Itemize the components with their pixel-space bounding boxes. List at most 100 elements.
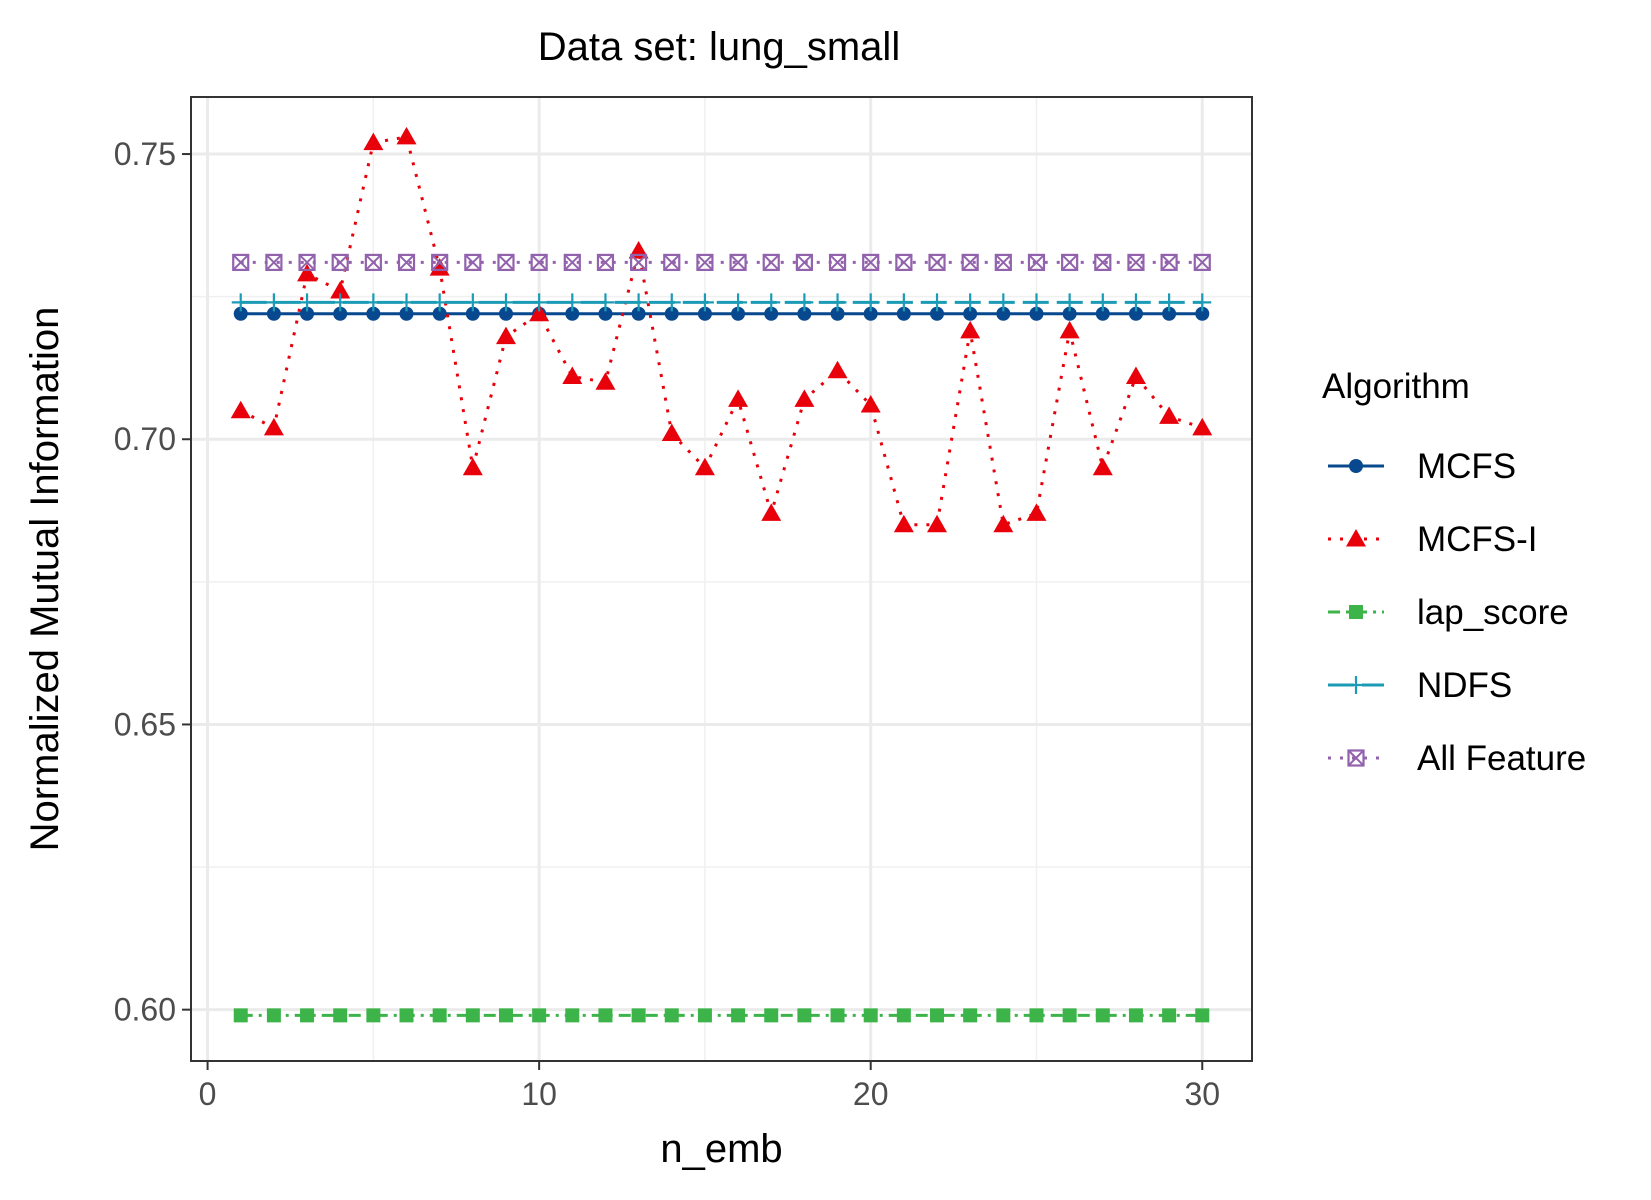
data-point xyxy=(695,293,714,312)
data-point xyxy=(598,1008,613,1023)
data-point xyxy=(761,503,782,521)
data-point xyxy=(595,372,616,390)
data-point xyxy=(265,253,283,272)
y-tick-label: 0.75 xyxy=(114,136,176,172)
data-point xyxy=(930,1008,945,1023)
data-point xyxy=(297,263,318,282)
data-point xyxy=(994,293,1013,312)
data-point xyxy=(729,253,747,272)
data-point xyxy=(430,293,449,312)
data-point xyxy=(1027,293,1046,312)
data-point xyxy=(728,389,749,407)
legend: Algorithm MCFS MCFS-I lap_score NDFS All Fea… xyxy=(1322,367,1586,778)
axis-ticks xyxy=(182,153,1204,1070)
data-point xyxy=(432,1008,447,1023)
data-point xyxy=(1059,320,1080,339)
series-ndfs xyxy=(231,293,1212,312)
data-point xyxy=(565,306,580,321)
data-point xyxy=(1195,1008,1210,1023)
legend-label: NDFS xyxy=(1417,666,1512,705)
data-point xyxy=(233,306,248,321)
data-point xyxy=(827,360,848,379)
data-point xyxy=(331,293,350,312)
data-point xyxy=(961,253,979,272)
data-point xyxy=(1026,503,1047,521)
legend-item: All Feature xyxy=(1328,739,1586,778)
tick-labels: 0 10 20 30 0.60 0.65 0.70 0.75 xyxy=(114,136,1220,1112)
data-point xyxy=(298,253,316,272)
series-all-feature xyxy=(232,253,1211,272)
data-point xyxy=(1195,306,1210,321)
data-point xyxy=(333,1008,348,1023)
legend-label: MCFS xyxy=(1417,447,1516,486)
data-point xyxy=(1125,366,1146,385)
data-point xyxy=(797,306,812,321)
data-point xyxy=(1092,457,1113,476)
y-tick-label: 0.70 xyxy=(114,421,176,457)
data-point xyxy=(498,306,513,321)
x-tick-label: 30 xyxy=(1184,1076,1220,1112)
legend-label: lap_score xyxy=(1417,593,1569,632)
data-point xyxy=(896,306,911,321)
data-point xyxy=(963,1008,978,1023)
data-point xyxy=(396,126,417,145)
data-point xyxy=(830,306,845,321)
data-point xyxy=(266,306,281,321)
y-tick-label: 0.65 xyxy=(114,706,176,742)
legend-key-marker xyxy=(1346,529,1366,547)
data-point xyxy=(762,253,780,272)
data-point xyxy=(762,293,781,312)
data-point xyxy=(661,423,682,442)
data-point xyxy=(795,253,813,272)
data-point xyxy=(928,253,946,272)
data-point xyxy=(1160,293,1179,312)
data-point xyxy=(928,293,947,312)
data-point xyxy=(1127,253,1145,272)
data-point xyxy=(694,457,715,476)
data-point xyxy=(497,253,515,272)
data-point xyxy=(894,293,913,312)
data-point xyxy=(465,1008,480,1023)
data-point xyxy=(963,306,978,321)
data-point xyxy=(1094,253,1112,272)
data-point xyxy=(1162,306,1177,321)
series-mcfs-i xyxy=(230,126,1213,533)
data-point xyxy=(1159,406,1180,424)
data-point xyxy=(300,306,315,321)
data-point xyxy=(697,1008,712,1023)
data-point xyxy=(1193,293,1212,312)
data-point xyxy=(563,293,582,312)
data-point xyxy=(664,1008,679,1023)
data-point xyxy=(596,253,615,272)
data-point xyxy=(927,514,948,533)
data-point xyxy=(364,253,382,272)
data-point xyxy=(1193,253,1211,272)
data-point xyxy=(1126,293,1145,312)
data-point xyxy=(896,1008,911,1023)
data-point xyxy=(697,306,712,321)
data-point xyxy=(463,293,482,312)
data-point xyxy=(993,514,1014,533)
data-point xyxy=(530,293,549,312)
data-point xyxy=(795,293,814,312)
data-point xyxy=(264,293,283,312)
x-tick-label: 20 xyxy=(853,1076,889,1112)
data-point xyxy=(893,514,914,533)
data-point xyxy=(431,253,449,272)
data-point xyxy=(532,1008,547,1023)
legend-items: MCFS MCFS-I lap_score NDFS All Feature xyxy=(1328,447,1586,778)
data-point xyxy=(631,306,646,321)
data-point xyxy=(231,293,250,312)
data-point xyxy=(731,1008,746,1023)
data-point xyxy=(830,1008,845,1023)
data-point xyxy=(562,366,583,385)
data-point xyxy=(764,1008,779,1023)
data-point xyxy=(996,1008,1011,1023)
data-point xyxy=(1093,293,1112,312)
data-point xyxy=(232,253,250,272)
data-point xyxy=(263,417,284,436)
data-point xyxy=(1128,306,1143,321)
data-point xyxy=(1062,1008,1077,1023)
series-line xyxy=(240,135,1203,527)
data-point xyxy=(399,1008,414,1023)
